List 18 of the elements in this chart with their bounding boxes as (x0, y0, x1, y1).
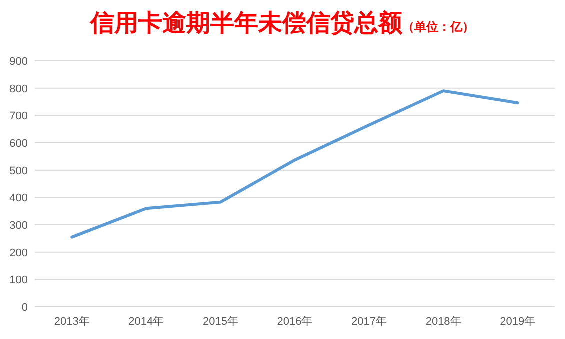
x-tick: 2017年 (352, 316, 388, 328)
x-tick: 2014年 (128, 316, 164, 328)
x-tick: 2016年 (277, 316, 313, 328)
y-tick: 700 (10, 110, 28, 123)
x-tick: 2013年 (54, 316, 90, 328)
y-tick: 800 (10, 83, 28, 96)
y-tick: 900 (10, 56, 28, 68)
y-tick: 500 (10, 165, 28, 178)
x-tick: 2018年 (426, 316, 462, 328)
x-tick: 2015年 (202, 316, 238, 328)
title: 信用卡逾期半年未偿信贷总额（单位：亿） (90, 10, 474, 37)
y-tick: 0 (22, 302, 28, 314)
y-tick: 300 (10, 220, 28, 232)
y-tick: 600 (10, 138, 28, 150)
y-tick: 400 (10, 192, 28, 205)
x-tick: 2019年 (500, 316, 536, 328)
y-tick: 100 (10, 274, 28, 287)
y-tick: 200 (10, 247, 28, 260)
